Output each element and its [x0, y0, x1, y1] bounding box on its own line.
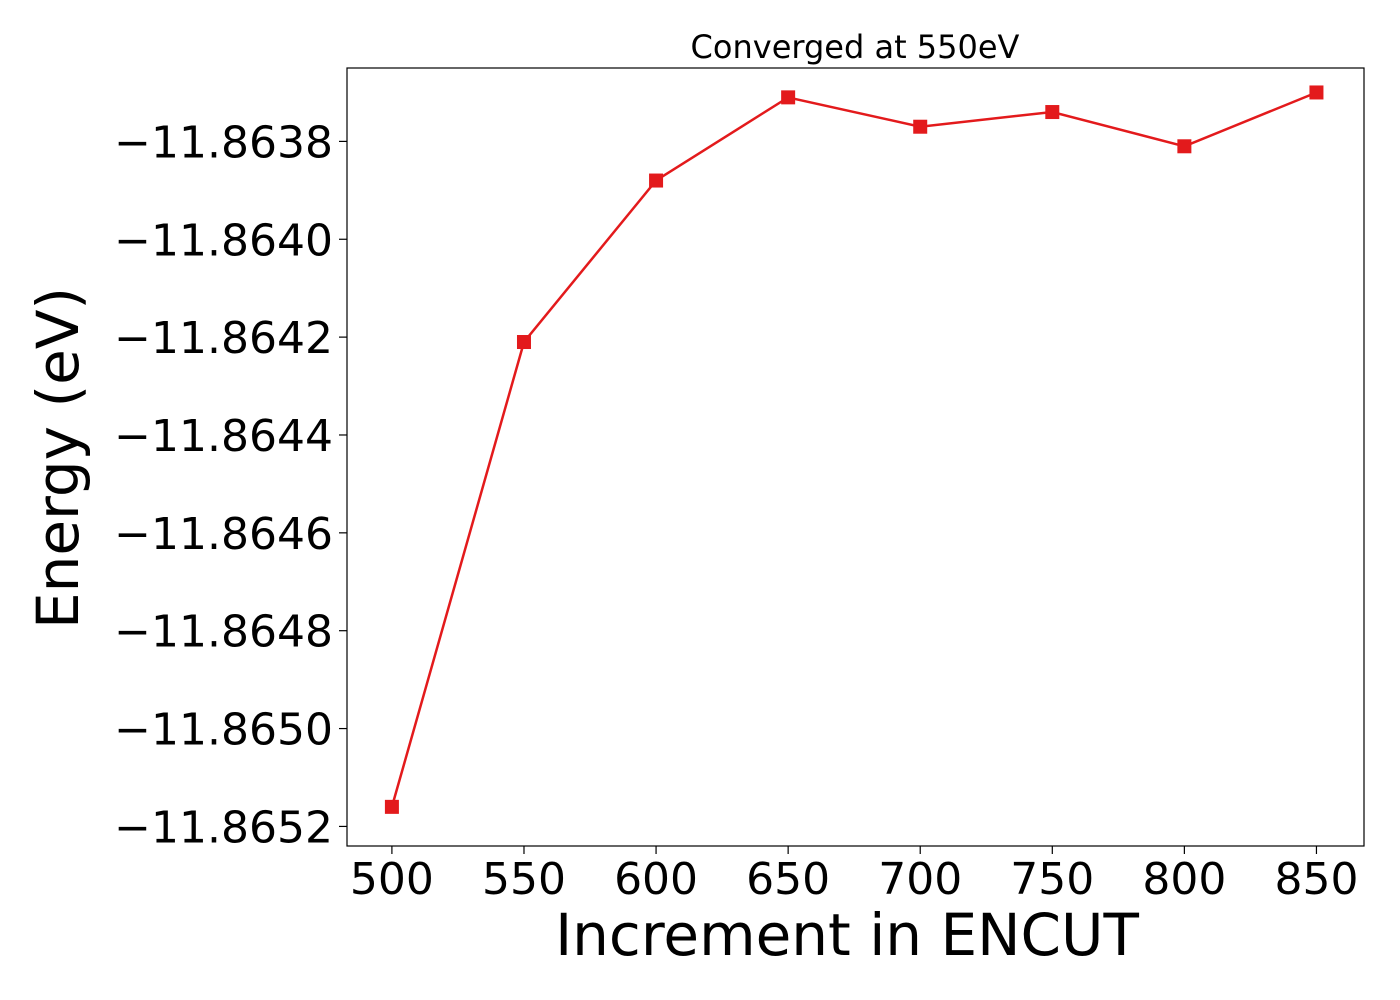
data-point-marker: [1177, 139, 1192, 154]
y-tick-label: −11.8650: [114, 705, 333, 756]
data-point-marker: [649, 173, 664, 188]
x-tick-label: 700: [878, 854, 962, 905]
data-point-marker: [1045, 105, 1060, 120]
x-tick-label: 800: [1142, 854, 1226, 905]
x-tick-label: 850: [1274, 854, 1358, 905]
data-point-marker: [516, 335, 531, 350]
y-axis: −11.8638 −11.8640 −11.8642 −11.8644 −11.8646…: [114, 117, 347, 853]
x-tick-label: 650: [746, 854, 830, 905]
y-axis-label: Energy (eV): [24, 287, 92, 629]
x-tick-label: 550: [482, 854, 566, 905]
data-point-marker: [1309, 85, 1324, 100]
plot-frame: [346, 67, 1365, 847]
x-axis-label: Increment in ENCUT: [555, 901, 1139, 969]
series-layer: [384, 85, 1324, 814]
data-point-marker: [913, 119, 928, 134]
y-tick-label: −11.8646: [114, 509, 333, 560]
y-tick-label: −11.8642: [114, 313, 333, 364]
y-tick-label: −11.8652: [114, 802, 333, 853]
x-axis: 500 550 600 650 700 750 800 850: [350, 846, 1358, 905]
x-tick-label: 750: [1010, 854, 1094, 905]
data-point-marker: [384, 799, 399, 814]
y-tick-label: −11.8644: [114, 411, 333, 462]
series-line: [390, 91, 1317, 808]
data-point-marker: [781, 90, 796, 105]
chart-title: Converged at 550eV: [691, 28, 1020, 66]
y-tick-label: −11.8640: [114, 215, 333, 266]
y-tick-label: −11.8648: [114, 607, 333, 658]
y-tick-label: −11.8638: [114, 117, 333, 168]
x-tick-label: 600: [614, 854, 698, 905]
x-tick-label: 500: [350, 854, 434, 905]
